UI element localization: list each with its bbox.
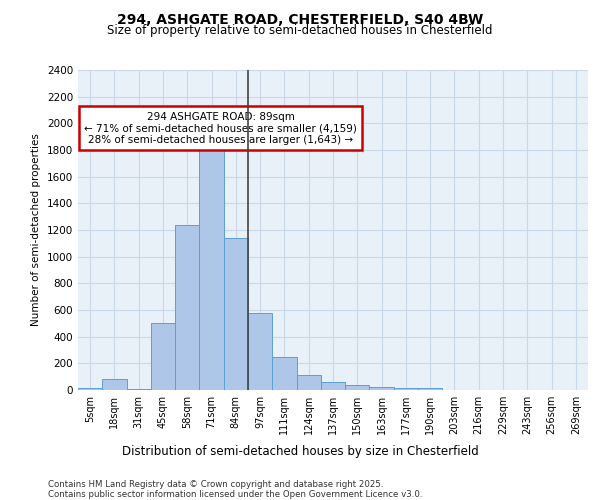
Bar	[151, 324, 175, 390]
Bar	[370, 386, 394, 390]
Text: 294, ASHGATE ROAD, CHESTERFIELD, S40 4BW: 294, ASHGATE ROAD, CHESTERFIELD, S40 4BW	[117, 12, 483, 26]
Y-axis label: Number of semi-detached properties: Number of semi-detached properties	[31, 134, 41, 326]
Bar	[321, 382, 345, 390]
Bar	[199, 140, 224, 390]
Bar	[248, 312, 272, 390]
Bar	[418, 388, 442, 390]
Bar	[224, 238, 248, 390]
Bar	[296, 376, 321, 390]
Bar	[102, 380, 127, 390]
Text: Distribution of semi-detached houses by size in Chesterfield: Distribution of semi-detached houses by …	[122, 444, 478, 458]
Text: Size of property relative to semi-detached houses in Chesterfield: Size of property relative to semi-detach…	[107, 24, 493, 37]
Bar	[345, 384, 370, 390]
Text: 294 ASHGATE ROAD: 89sqm
← 71% of semi-detached houses are smaller (4,159)
28% of: 294 ASHGATE ROAD: 89sqm ← 71% of semi-de…	[85, 112, 357, 145]
Bar	[272, 358, 296, 390]
Bar	[175, 224, 199, 390]
Bar	[394, 388, 418, 390]
Bar	[78, 388, 102, 390]
Text: Contains HM Land Registry data © Crown copyright and database right 2025.
Contai: Contains HM Land Registry data © Crown c…	[48, 480, 422, 499]
